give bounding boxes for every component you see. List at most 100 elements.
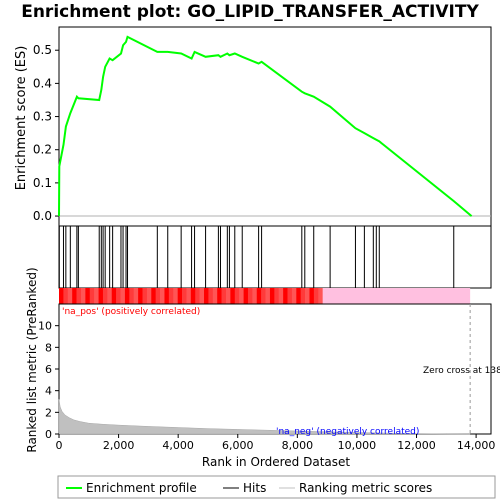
heat-cell: [322, 288, 471, 304]
positive-correlated-label: 'na_pos' (positively correlated): [62, 307, 200, 317]
heat-cell: [120, 288, 126, 304]
heat-cell: [217, 288, 222, 304]
heat-cell: [94, 288, 99, 304]
es-y-axis: 0.0 0.1 0.2 0.3 0.4 0.5: [33, 43, 59, 223]
heat-cell: [283, 288, 288, 304]
heat-cell: [76, 288, 82, 304]
es-y-tick-label: 0.4: [33, 76, 52, 90]
heat-cell: [107, 288, 113, 304]
x-tick-label: 10,000: [338, 439, 377, 452]
ranking-metric-area: [58, 399, 471, 435]
heat-cell: [111, 288, 117, 304]
es-y-tick-label: 0.1: [33, 176, 52, 190]
heat-cell: [146, 288, 152, 304]
heat-cell: [85, 288, 91, 304]
es-y-tick-label: 0.2: [33, 143, 52, 157]
heat-cell: [89, 288, 95, 304]
es-y-axis-label: Enrichment score (ES): [14, 46, 29, 191]
x-tick-label: 14,000: [457, 439, 496, 452]
heat-cell: [63, 288, 69, 304]
heat-cell: [225, 288, 231, 304]
x-tick-label: 0: [56, 439, 63, 452]
heat-cell: [208, 288, 214, 304]
x-tick-label: 12,000: [397, 439, 436, 452]
legend-hits-label: Hits: [243, 481, 266, 495]
heat-cell: [243, 288, 249, 304]
x-axis: 0 2,000 4,000 6,000 8,000 10,000 12,000 14,000: [56, 434, 496, 452]
heat-cell: [124, 288, 130, 304]
heat-cell: [129, 288, 135, 304]
heat-cell: [182, 288, 187, 304]
heat-cell: [199, 288, 205, 304]
es-y-tick-label: 0.3: [33, 110, 52, 124]
heat-cell: [221, 288, 227, 304]
heat-cell: [274, 288, 280, 304]
heat-cell: [155, 288, 161, 304]
x-tick-label: 2,000: [103, 439, 135, 452]
heat-cell: [116, 288, 121, 304]
heat-cell: [252, 288, 258, 304]
metric-y-tick-label: 0: [45, 428, 52, 441]
heat-cell: [313, 288, 319, 304]
heat-cell: [256, 288, 262, 304]
heat-cell: [72, 288, 77, 304]
metric-y-axis-label: Ranked list metric (PreRanked): [25, 267, 39, 452]
heat-cell: [230, 288, 236, 304]
heat-cell: [195, 288, 200, 304]
x-tick-label: 4,000: [162, 439, 194, 452]
rank-heatmap-band: [59, 288, 471, 304]
heat-cell: [305, 288, 310, 304]
heat-cell: [204, 288, 209, 304]
enrichment-profile-line: [58, 35, 473, 217]
heat-cell: [142, 288, 148, 304]
heat-cell: [67, 288, 73, 304]
heat-cell: [59, 288, 64, 304]
heat-cell: [173, 288, 178, 304]
legend-enrichment-label: Enrichment profile: [86, 481, 197, 495]
x-tick-label: 8,000: [282, 439, 314, 452]
metric-y-tick-label: 8: [45, 341, 52, 354]
es-y-tick-label: 0.0: [33, 209, 52, 223]
heat-cell: [190, 288, 196, 304]
negative-correlated-label: 'na_neg' (negatively correlated): [276, 427, 419, 437]
heat-cell: [278, 288, 284, 304]
heat-cell: [212, 288, 218, 304]
heat-cell: [98, 288, 104, 304]
heat-cell: [168, 288, 174, 304]
heat-cell: [151, 288, 156, 304]
heat-cell: [177, 288, 183, 304]
metric-y-tick-label: 2: [45, 406, 52, 419]
heat-cell: [261, 288, 266, 304]
es-y-tick-label: 0.5: [33, 43, 52, 57]
heat-cell: [80, 288, 86, 304]
zero-cross-label: Zero cross at 13800: [423, 366, 500, 376]
heat-cell: [265, 288, 271, 304]
es-panel-frame: [58, 26, 492, 227]
heat-cell: [318, 288, 323, 304]
heat-cell: [234, 288, 240, 304]
heat-cell: [133, 288, 139, 304]
metric-y-axis: 0 2 4 6 8 10: [38, 320, 59, 441]
hits-panel-frame: [58, 225, 492, 289]
heat-cell: [309, 288, 315, 304]
x-tick-label: 6,000: [222, 439, 254, 452]
heat-cell: [269, 288, 275, 304]
chart-title: Enrichment plot: GO_LIPID_TRANSFER_ACTIV…: [21, 2, 479, 22]
heat-cell: [102, 288, 108, 304]
metric-y-tick-label: 4: [45, 385, 52, 398]
heat-cell: [300, 288, 306, 304]
legend-box: [57, 475, 496, 499]
heat-cell: [296, 288, 301, 304]
metric-y-tick-label: 6: [45, 363, 52, 376]
heat-cell: [239, 288, 244, 304]
x-axis-label: Rank in Ordered Dataset: [202, 455, 350, 469]
heat-cell: [186, 288, 192, 304]
heat-cell: [138, 288, 143, 304]
legend: Enrichment profile Hits Ranking metric s…: [57, 475, 496, 499]
legend-metric-label: Ranking metric scores: [299, 481, 432, 495]
heat-cell: [287, 288, 293, 304]
hits-marks: [58, 226, 455, 288]
heat-cell: [247, 288, 253, 304]
heat-cell: [164, 288, 170, 304]
